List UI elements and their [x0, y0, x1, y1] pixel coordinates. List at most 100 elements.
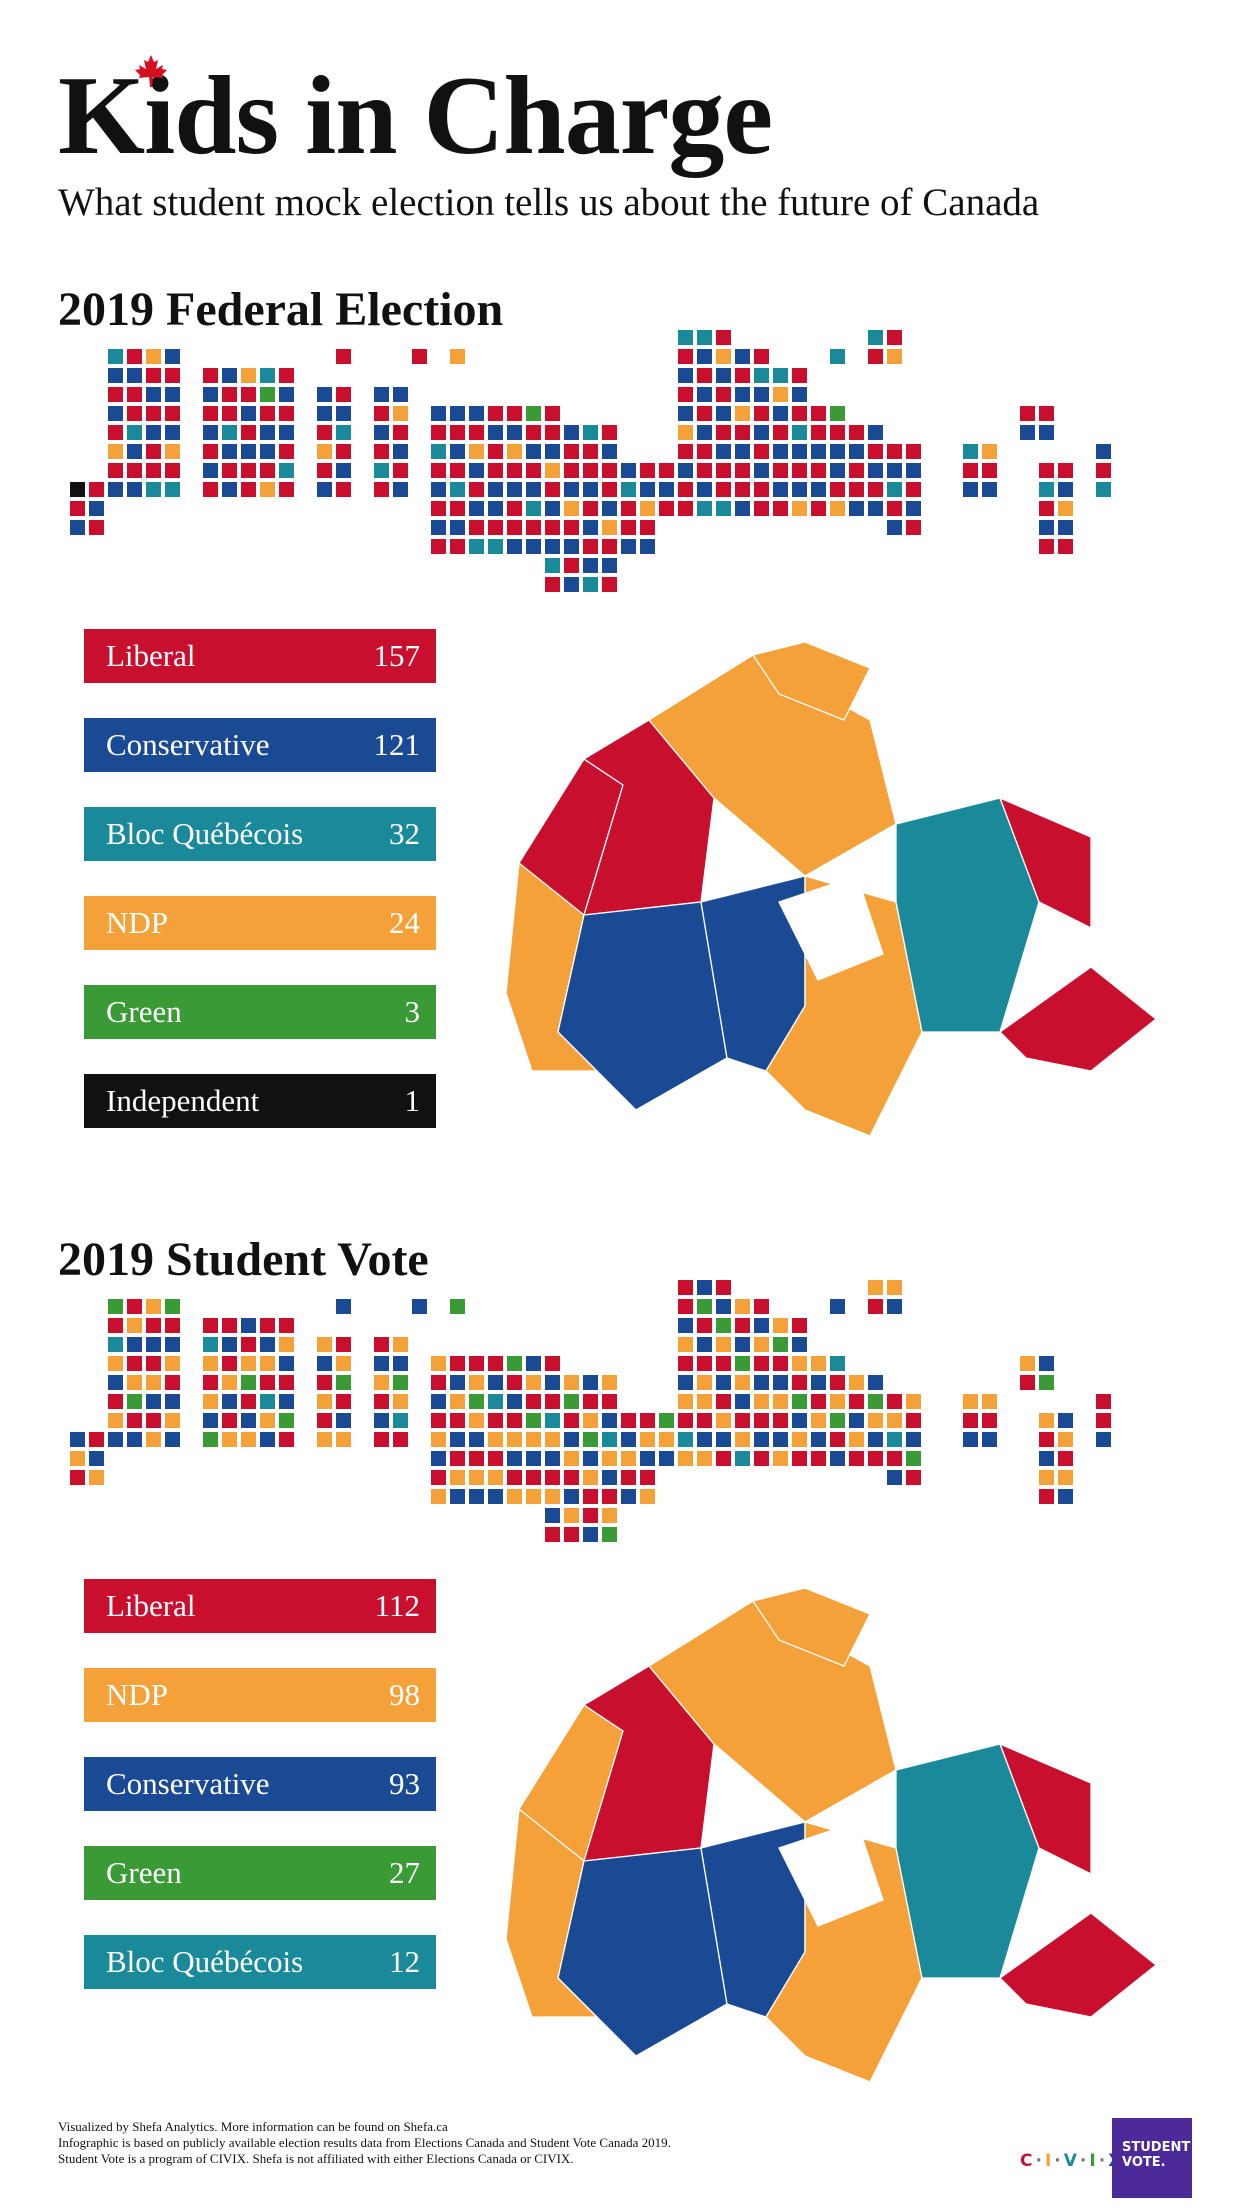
- seat-cell: [678, 444, 693, 459]
- seat-cell: [564, 425, 579, 440]
- seat-cell: [1039, 501, 1054, 516]
- seat-cell: [754, 1318, 769, 1333]
- seat-cell: [507, 444, 522, 459]
- seat-cell: [982, 482, 997, 497]
- seat-cell: [735, 1356, 750, 1371]
- seat-cell: [868, 1413, 883, 1428]
- seat-cell: [754, 1394, 769, 1409]
- seat-cell: [564, 482, 579, 497]
- seat-cell: [127, 425, 142, 440]
- seat-cell: [1020, 1356, 1035, 1371]
- seat-cell: [469, 1375, 484, 1390]
- seat-cell: [849, 425, 864, 440]
- seat-cell: [659, 1451, 674, 1466]
- seat-cell: [735, 1432, 750, 1447]
- seat-cell: [393, 1375, 408, 1390]
- seat-cell: [374, 444, 389, 459]
- seat-cell: [678, 463, 693, 478]
- seat-cell: [602, 558, 617, 573]
- seat-cell: [1039, 406, 1054, 421]
- seat-cell: [678, 1394, 693, 1409]
- seat-cell: [906, 1413, 921, 1428]
- seat-cell: [203, 463, 218, 478]
- seat-cell: [222, 425, 237, 440]
- seat-cell: [393, 387, 408, 402]
- seat-cell: [716, 482, 731, 497]
- seat-cell: [773, 1451, 788, 1466]
- seat-cell: [735, 349, 750, 364]
- seat-cell: [754, 1413, 769, 1428]
- seat-cell: [735, 1299, 750, 1314]
- legend-row: Liberal 157: [84, 629, 436, 683]
- seat-cell: [450, 1394, 465, 1409]
- seat-cell: [127, 1413, 142, 1428]
- legend-row: Conservative 121: [84, 718, 436, 772]
- seat-cell: [697, 1451, 712, 1466]
- seat-cell: [716, 1413, 731, 1428]
- seat-cell: [754, 501, 769, 516]
- seat-cell: [830, 1375, 845, 1390]
- seat-cell: [583, 577, 598, 592]
- seat-cell: [488, 482, 503, 497]
- seat-cell: [70, 482, 85, 497]
- seat-cell: [754, 368, 769, 383]
- seat-cell: [583, 1375, 598, 1390]
- seat-cell: [108, 387, 123, 402]
- seat-cell: [811, 1394, 826, 1409]
- seat-cell: [241, 1318, 256, 1333]
- seat-cell: [108, 1432, 123, 1447]
- seat-cell: [526, 539, 541, 554]
- seat-cell: [393, 463, 408, 478]
- seat-cell: [1096, 482, 1111, 497]
- seat-cell: [773, 387, 788, 402]
- seat-cell: [640, 482, 655, 497]
- seat-cell: [374, 1375, 389, 1390]
- seat-cell: [165, 349, 180, 364]
- seat-cell: [583, 463, 598, 478]
- seat-cell: [602, 444, 617, 459]
- seat-cell: [450, 1451, 465, 1466]
- seat-cell: [222, 406, 237, 421]
- seat-cell: [260, 1337, 275, 1352]
- seat-cell: [678, 1299, 693, 1314]
- seat-cell: [697, 349, 712, 364]
- seat-cell: [868, 501, 883, 516]
- seat-cell: [811, 1451, 826, 1466]
- seat-cell: [735, 1337, 750, 1352]
- seat-cell: [811, 1375, 826, 1390]
- legend-seat-count: 32: [389, 816, 420, 851]
- seat-cell: [792, 1394, 807, 1409]
- seat-cell: [507, 501, 522, 516]
- seat-cell: [545, 463, 560, 478]
- seat-cell: [127, 1432, 142, 1447]
- seat-cell: [203, 425, 218, 440]
- seat-cell: [203, 406, 218, 421]
- seat-cell: [469, 501, 484, 516]
- seat-cell: [621, 1451, 636, 1466]
- seat-cell: [336, 444, 351, 459]
- seat-cell: [89, 1451, 104, 1466]
- seat-cell: [108, 1394, 123, 1409]
- seat-cell: [450, 501, 465, 516]
- seat-cell: [336, 1432, 351, 1447]
- seat-cell: [602, 1489, 617, 1504]
- seat-cell: [526, 444, 541, 459]
- legend-party-label: Conservative: [106, 727, 270, 762]
- seat-cell: [906, 444, 921, 459]
- seat-cell: [260, 1413, 275, 1428]
- legend-row: Conservative 93: [84, 1757, 436, 1811]
- legend-seat-count: 27: [389, 1855, 420, 1890]
- seat-cell: [431, 1432, 446, 1447]
- seat-cell: [393, 425, 408, 440]
- seat-cell: [203, 1432, 218, 1447]
- seat-cell: [678, 368, 693, 383]
- seat-cell: [678, 501, 693, 516]
- seat-cell: [830, 1356, 845, 1371]
- seat-cell: [564, 501, 579, 516]
- seat-cell: [640, 539, 655, 554]
- seat-cell: [1039, 1413, 1054, 1428]
- seat-cell: [697, 1394, 712, 1409]
- prairies-region: [557, 1847, 728, 2057]
- seat-cell: [450, 539, 465, 554]
- seat-cell: [1039, 1356, 1054, 1371]
